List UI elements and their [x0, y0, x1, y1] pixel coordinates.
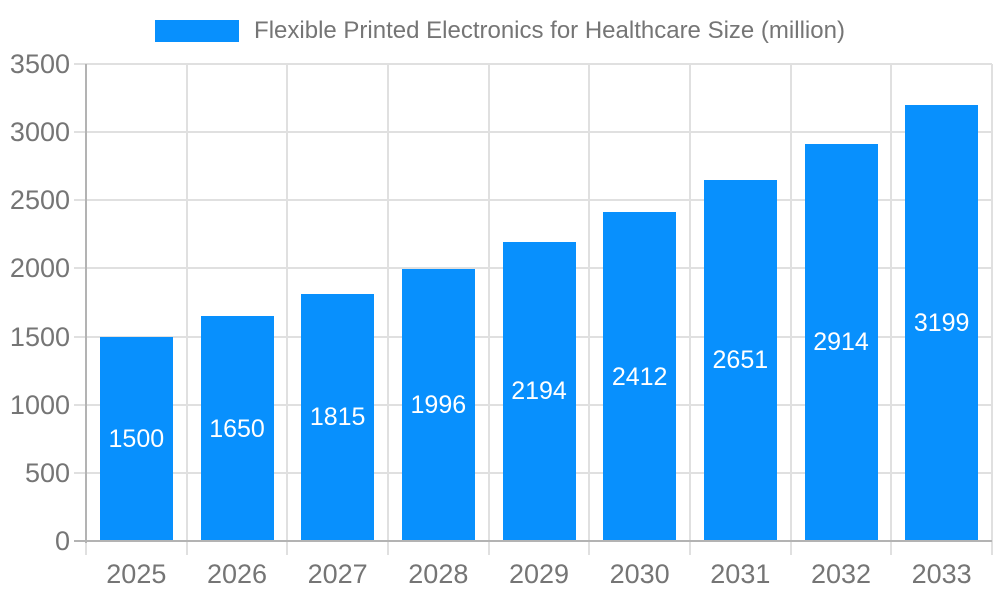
- legend[interactable]: Flexible Printed Electronics for Healthc…: [0, 12, 1000, 50]
- y-tick-label: 0: [54, 526, 70, 556]
- y-axis-tick: [74, 199, 86, 202]
- gridline-vertical: [286, 64, 289, 541]
- x-tick-label: 2030: [609, 559, 670, 589]
- bar[interactable]: [804, 143, 878, 541]
- bar[interactable]: [99, 336, 173, 541]
- bar[interactable]: [502, 241, 576, 541]
- bar-value-label: 1500: [108, 424, 165, 453]
- y-tick-label: 500: [24, 457, 70, 488]
- bar-value-label: 3199: [913, 309, 970, 337]
- y-tick-label: 1500: [9, 321, 70, 352]
- gridline-vertical: [387, 64, 389, 541]
- y-tick-label: 1000: [9, 389, 70, 420]
- bar-value-label: 1650: [209, 414, 265, 443]
- x-axis-tick: [588, 541, 591, 555]
- bar-value-label: 2651: [712, 346, 769, 375]
- y-axis-tick: [74, 335, 86, 338]
- y-tick-label: 3000: [9, 117, 70, 148]
- bar[interactable]: [200, 316, 274, 541]
- y-axis-tick: [74, 131, 86, 134]
- gridline-horizontal: [86, 63, 992, 65]
- bar-value-label: 1815: [309, 403, 366, 432]
- y-axis-line: [85, 64, 87, 543]
- x-tick-label: 2028: [408, 559, 469, 589]
- x-axis-tick: [890, 541, 893, 555]
- y-tick-label: 2000: [9, 253, 70, 284]
- x-tick-label: 2029: [508, 559, 570, 589]
- x-tick-label: 2027: [307, 559, 368, 589]
- gridline-vertical: [789, 64, 792, 541]
- x-tick-label: 2033: [911, 559, 972, 589]
- x-axis-tick: [789, 541, 792, 555]
- y-axis-tick: [74, 63, 86, 65]
- x-tick-label: 2025: [106, 559, 167, 589]
- x-axis-tick: [689, 541, 691, 555]
- x-axis-tick: [991, 541, 993, 555]
- x-tick-label: 2031: [710, 559, 771, 589]
- bar-value-label: 2412: [611, 362, 668, 391]
- legend-swatch-icon: [155, 20, 240, 42]
- y-tick-label: 2500: [9, 185, 70, 216]
- y-tick-label: 3500: [9, 49, 70, 79]
- bar[interactable]: [401, 268, 475, 541]
- x-tick-label: 2032: [810, 559, 872, 589]
- bar-value-label: 2194: [511, 377, 567, 406]
- gridline-vertical: [991, 64, 993, 541]
- gridline-horizontal: [86, 199, 992, 202]
- x-axis-line: [74, 540, 992, 542]
- y-axis-tick: [74, 403, 86, 406]
- x-axis-tick: [286, 541, 289, 555]
- bar[interactable]: [905, 105, 979, 541]
- legend-label: Flexible Printed Electronics for Healthc…: [254, 17, 845, 44]
- y-axis-tick: [74, 471, 86, 474]
- gridline-vertical: [890, 64, 893, 541]
- bar-value-label: 2914: [813, 328, 869, 357]
- gridline-vertical: [588, 64, 591, 541]
- gridline-horizontal: [86, 131, 992, 134]
- gridline-vertical: [185, 64, 188, 541]
- gridline-vertical: [689, 64, 691, 541]
- bar[interactable]: [603, 212, 677, 541]
- x-axis-tick: [185, 541, 188, 555]
- bar[interactable]: [703, 179, 777, 541]
- gridline-vertical: [487, 64, 490, 541]
- x-axis-tick: [387, 541, 389, 555]
- x-axis-tick: [85, 541, 87, 555]
- x-tick-label: 2026: [206, 559, 268, 589]
- bar[interactable]: [301, 293, 375, 541]
- x-axis-tick: [487, 541, 490, 555]
- bar-value-label: 1996: [410, 390, 467, 419]
- y-axis-tick: [74, 267, 86, 270]
